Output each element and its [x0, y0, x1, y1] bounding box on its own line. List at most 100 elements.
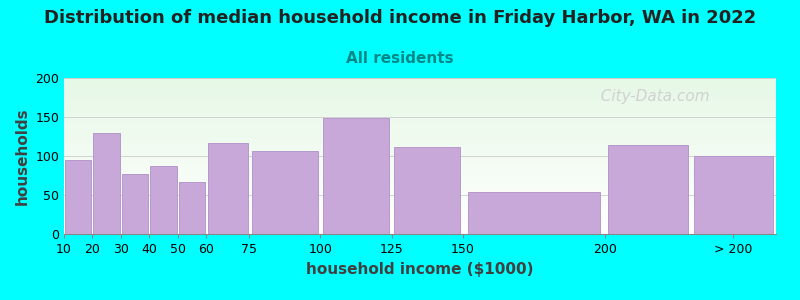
Bar: [64, 92, 776, 93]
Bar: [64, 218, 776, 219]
Bar: [64, 133, 776, 134]
Bar: [64, 232, 776, 233]
Text: All residents: All residents: [346, 51, 454, 66]
Bar: [323, 118, 389, 234]
Bar: [64, 155, 776, 156]
Bar: [64, 202, 776, 203]
Bar: [64, 135, 776, 136]
Bar: [64, 106, 776, 107]
Bar: [64, 103, 776, 104]
Bar: [64, 95, 776, 96]
Bar: [64, 114, 776, 115]
Bar: [694, 156, 773, 234]
Bar: [64, 129, 776, 130]
Bar: [64, 224, 776, 225]
Bar: [64, 98, 776, 99]
Bar: [64, 111, 776, 112]
Bar: [64, 178, 776, 179]
Bar: [64, 192, 776, 193]
Bar: [64, 199, 776, 200]
Bar: [64, 93, 776, 94]
Bar: [64, 119, 776, 120]
Bar: [64, 203, 776, 204]
Bar: [64, 110, 776, 111]
Bar: [64, 100, 776, 101]
Bar: [64, 166, 776, 167]
Bar: [64, 181, 776, 182]
Bar: [64, 190, 776, 191]
Bar: [64, 231, 776, 232]
Bar: [64, 229, 776, 230]
Bar: [64, 167, 776, 168]
Bar: [64, 142, 776, 143]
Bar: [64, 122, 776, 123]
Text: Distribution of median household income in Friday Harbor, WA in 2022: Distribution of median household income …: [44, 9, 756, 27]
Bar: [64, 99, 776, 100]
Bar: [65, 160, 91, 234]
Bar: [64, 128, 776, 129]
X-axis label: household income ($1000): household income ($1000): [306, 262, 534, 277]
Bar: [64, 88, 776, 89]
Bar: [64, 102, 776, 103]
Bar: [64, 186, 776, 187]
Bar: [64, 126, 776, 127]
Bar: [64, 195, 776, 196]
Bar: [64, 187, 776, 188]
Bar: [64, 130, 776, 131]
Bar: [64, 217, 776, 218]
Bar: [64, 211, 776, 212]
Bar: [64, 81, 776, 82]
Bar: [64, 145, 776, 146]
Bar: [64, 153, 776, 154]
Bar: [64, 159, 776, 160]
Bar: [64, 84, 776, 85]
Bar: [64, 116, 776, 117]
Bar: [64, 87, 776, 88]
Bar: [64, 204, 776, 205]
Bar: [64, 170, 776, 171]
Bar: [64, 150, 776, 151]
Bar: [64, 124, 776, 125]
Bar: [64, 205, 776, 206]
Bar: [64, 168, 776, 169]
Bar: [64, 171, 776, 172]
Bar: [64, 215, 776, 216]
Bar: [64, 149, 776, 150]
Bar: [64, 185, 776, 186]
Bar: [64, 182, 776, 183]
Bar: [64, 125, 776, 126]
Bar: [64, 121, 776, 122]
Bar: [64, 183, 776, 184]
Bar: [64, 179, 776, 180]
Bar: [468, 192, 600, 234]
Bar: [64, 160, 776, 161]
Bar: [64, 174, 776, 175]
Bar: [64, 214, 776, 215]
Bar: [64, 161, 776, 162]
Bar: [64, 94, 776, 95]
Bar: [64, 109, 776, 110]
Bar: [64, 157, 776, 158]
Bar: [64, 136, 776, 137]
Bar: [64, 177, 776, 178]
Bar: [64, 169, 776, 170]
Bar: [64, 230, 776, 231]
Bar: [64, 226, 776, 227]
Bar: [64, 90, 776, 91]
Bar: [394, 147, 460, 234]
Bar: [64, 108, 776, 109]
Bar: [64, 131, 776, 132]
Bar: [64, 144, 776, 145]
Bar: [64, 107, 776, 108]
Bar: [64, 78, 776, 79]
Bar: [64, 172, 776, 173]
Bar: [64, 221, 776, 222]
Bar: [64, 138, 776, 139]
Bar: [64, 198, 776, 199]
Bar: [64, 223, 776, 224]
Bar: [64, 189, 776, 190]
Bar: [64, 227, 776, 228]
Bar: [64, 173, 776, 174]
Bar: [64, 200, 776, 201]
Bar: [64, 233, 776, 234]
